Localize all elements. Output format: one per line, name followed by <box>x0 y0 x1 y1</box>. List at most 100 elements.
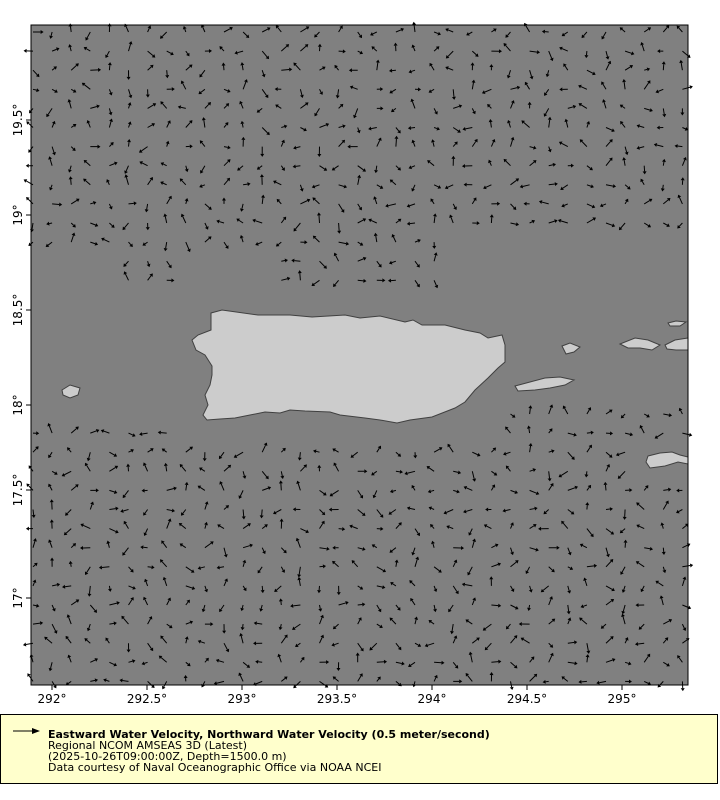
velocity-arrowhead <box>108 111 113 116</box>
velocity-arrowhead <box>612 184 617 189</box>
velocity-arrowhead <box>83 46 88 51</box>
velocity-arrowhead <box>547 116 552 121</box>
velocity-arrow <box>51 146 55 153</box>
velocity-arrowhead <box>273 180 277 184</box>
velocity-arrow <box>681 579 685 587</box>
velocity-arrowhead <box>290 603 294 608</box>
velocity-arrowhead <box>314 112 318 117</box>
velocity-arrowhead <box>317 464 322 468</box>
velocity-arrowhead <box>584 474 589 478</box>
velocity-arrow <box>125 260 129 265</box>
velocity-arrowhead <box>188 120 193 124</box>
velocity-arrow <box>50 184 53 188</box>
velocity-arrowhead <box>147 25 152 29</box>
velocity-arrowhead <box>65 512 69 516</box>
velocity-arrow <box>319 522 324 529</box>
velocity-arrow <box>223 547 227 555</box>
velocity-arrow <box>357 50 361 53</box>
velocity-arrow <box>586 486 590 491</box>
velocity-arrow <box>662 566 665 571</box>
velocity-arrowhead <box>260 153 265 157</box>
velocity-arrow <box>583 604 588 607</box>
velocity-arrow <box>623 81 626 90</box>
velocity-arrow <box>357 490 362 497</box>
velocity-arrowhead <box>371 46 376 50</box>
velocity-arrow <box>242 81 247 90</box>
velocity-arrow <box>204 222 208 228</box>
velocity-arrowhead <box>361 512 366 516</box>
velocity-arrowhead <box>487 104 491 108</box>
velocity-arrow <box>453 470 459 473</box>
velocity-arrowhead <box>497 562 502 567</box>
velocity-arrow <box>281 260 286 262</box>
velocity-arrowhead <box>168 264 172 269</box>
velocity-arrowhead <box>66 614 71 618</box>
velocity-arrow <box>567 451 574 458</box>
velocity-arrow <box>204 503 208 510</box>
velocity-arrow <box>548 471 551 479</box>
velocity-arrowhead <box>481 90 486 94</box>
velocity-arrowhead <box>68 44 73 48</box>
velocity-arrow <box>201 468 206 472</box>
velocity-arrowhead <box>355 652 360 656</box>
velocity-arrowhead <box>335 95 340 99</box>
velocity-arrow <box>216 680 225 684</box>
velocity-arrow <box>261 525 266 529</box>
velocity-arrow <box>147 66 152 71</box>
velocity-arrowhead <box>485 507 489 512</box>
velocity-arrow <box>471 82 474 90</box>
velocity-arrowhead <box>266 27 271 31</box>
velocity-arrowhead <box>65 681 70 686</box>
velocity-arrowhead <box>241 136 246 140</box>
velocity-arrowhead <box>291 258 295 263</box>
velocity-arrowhead <box>86 120 91 124</box>
velocity-arrowhead <box>48 454 52 459</box>
velocity-arrow <box>411 165 416 168</box>
velocity-arrowhead <box>666 197 671 202</box>
velocity-arrowhead <box>197 639 202 644</box>
velocity-arrowhead <box>574 485 578 490</box>
velocity-arrow <box>357 165 364 171</box>
velocity-arrow <box>586 409 590 415</box>
velocity-arrow <box>395 127 400 132</box>
velocity-arrow <box>678 197 683 205</box>
velocity-arrowhead <box>341 139 346 144</box>
velocity-arrowhead <box>382 278 386 283</box>
velocity-arrowhead <box>180 512 185 516</box>
velocity-arrow <box>166 599 170 606</box>
velocity-arrowhead <box>264 94 269 98</box>
velocity-arrow <box>374 198 378 205</box>
velocity-arrow <box>181 180 187 186</box>
velocity-arrowhead <box>463 485 468 490</box>
velocity-arrow <box>414 642 419 646</box>
velocity-arrow <box>638 525 645 530</box>
velocity-arrow <box>295 222 301 230</box>
plot-frame <box>30 24 689 686</box>
velocity-arrowhead <box>149 64 154 69</box>
velocity-arrow <box>202 26 206 33</box>
velocity-arrow <box>32 509 35 516</box>
velocity-arrow <box>147 104 154 109</box>
velocity-arrowhead <box>301 656 305 661</box>
velocity-arrowhead <box>189 144 193 149</box>
velocity-arrow <box>640 623 645 628</box>
velocity-arrow <box>109 222 113 227</box>
velocity-arrowhead <box>143 512 147 516</box>
velocity-arrowhead <box>687 605 692 610</box>
velocity-arrow <box>545 89 550 94</box>
velocity-arrowhead <box>552 162 556 167</box>
mona-island <box>61 384 81 399</box>
velocity-arrowhead <box>579 139 584 143</box>
velocity-arrow <box>391 547 397 552</box>
velocity-arrowhead <box>465 673 470 677</box>
velocity-arrow <box>162 182 167 186</box>
velocity-arrow <box>335 66 339 71</box>
velocity-arrow <box>526 566 531 572</box>
velocity-arrow <box>261 70 265 75</box>
velocity-arrowhead <box>143 596 147 601</box>
velocity-arrow <box>412 184 416 190</box>
velocity-arrow <box>662 639 667 644</box>
velocity-arrow <box>164 216 168 224</box>
velocity-arrow <box>450 217 454 224</box>
velocity-arrow <box>643 487 647 491</box>
